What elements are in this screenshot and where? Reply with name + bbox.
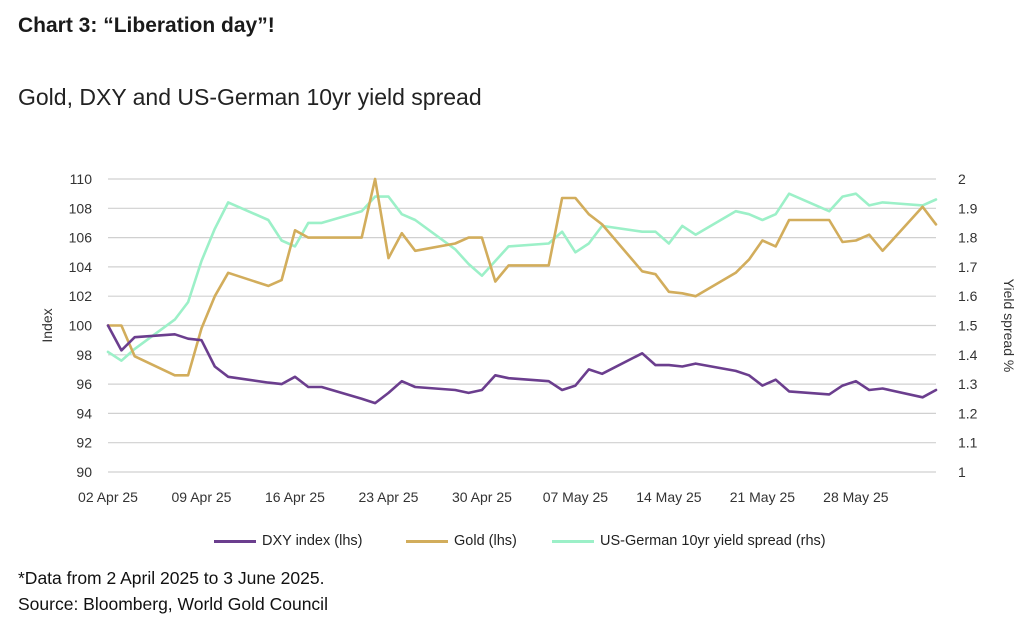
x-tick-label: 16 Apr 25	[265, 489, 325, 505]
x-tick-label: 02 Apr 25	[78, 489, 138, 505]
y-tick-label: 90	[76, 464, 92, 480]
series-line-spread	[106, 192, 938, 362]
x-tick-label: 28 May 25	[823, 489, 889, 505]
y2-tick-label: 1.7	[958, 259, 978, 275]
legend: DXY index (lhs) Gold (lhs) US-German 10yr …	[0, 533, 1024, 557]
x-tick-label: 30 Apr 25	[452, 489, 512, 505]
legend-item-spread: US-German 10yr yield spread (rhs)	[552, 533, 826, 549]
y-tick-label: 110	[70, 171, 93, 187]
x-tick-label: 14 May 25	[636, 489, 702, 505]
y-tick-label: 94	[76, 405, 92, 421]
chart-title: “Liberation day”!	[103, 14, 275, 37]
legend-item-gold: Gold (lhs)	[406, 533, 517, 549]
y-tick-label: 106	[69, 230, 93, 246]
y2-tick-label: 2	[958, 171, 966, 187]
x-tick-label: 23 Apr 25	[358, 489, 418, 505]
y-tick-label: 96	[76, 376, 92, 392]
y2-axis-label: Yield spread %	[1001, 279, 1017, 373]
data-note: *Data from 2 April 2025 to 3 June 2025.	[18, 568, 325, 588]
y2-tick-label: 1.5	[958, 318, 978, 334]
y2-tick-label: 1.3	[958, 376, 978, 392]
y-tick-label: 108	[69, 200, 93, 216]
y2-tick-label: 1.1	[958, 435, 978, 451]
legend-label: DXY index (lhs)	[262, 533, 363, 549]
y2-tick-label: 1.4	[958, 347, 978, 363]
x-tick-label: 07 May 25	[543, 489, 609, 505]
y2-tick-label: 1.6	[958, 288, 978, 304]
legend-swatch	[552, 539, 594, 543]
source-note: Source: Bloomberg, World Gold Council	[18, 594, 328, 614]
legend-item-dxy: DXY index (lhs)	[214, 533, 362, 549]
y2-tick-label: 1.8	[958, 230, 978, 246]
chart-number: Chart 3	[18, 14, 91, 37]
y-tick-label: 104	[69, 259, 93, 275]
y-tick-label: 92	[76, 435, 92, 451]
x-tick-label: 09 Apr 25	[172, 489, 232, 505]
series-lines	[106, 177, 938, 405]
legend-swatch	[214, 539, 256, 543]
left-axis-ticks: 90 92 94 96 98 100 102 104 106 108 110	[69, 171, 93, 480]
series-line-gold	[106, 177, 938, 377]
legend-label: Gold (lhs)	[454, 533, 517, 549]
y-tick-label: 98	[76, 347, 92, 363]
y2-tick-label: 1.9	[958, 200, 978, 216]
chart-heading: Chart 3: “Liberation day”!	[18, 14, 275, 37]
x-tick-label: 21 May 25	[730, 489, 796, 505]
gridlines	[108, 178, 936, 473]
y2-tick-label: 1.2	[958, 405, 978, 421]
x-axis-ticks: 02 Apr 25 09 Apr 25 16 Apr 25 23 Apr 25 30 A…	[78, 489, 889, 505]
y-axis-label: Index	[39, 308, 55, 342]
y-tick-label: 100	[69, 318, 93, 334]
legend-label: US-German 10yr yield spread (rhs)	[600, 533, 826, 549]
y2-tick-label: 1	[958, 464, 966, 480]
legend-swatch	[406, 539, 448, 543]
y-tick-label: 102	[69, 288, 93, 304]
chart-subtitle: Gold, DXY and US-German 10yr yield sprea…	[18, 84, 482, 110]
right-axis-ticks: 1 1.1 1.2 1.3 1.4 1.5 1.6 1.7 1.8 1.9 2	[958, 171, 978, 480]
series-line-dxy	[106, 324, 938, 405]
